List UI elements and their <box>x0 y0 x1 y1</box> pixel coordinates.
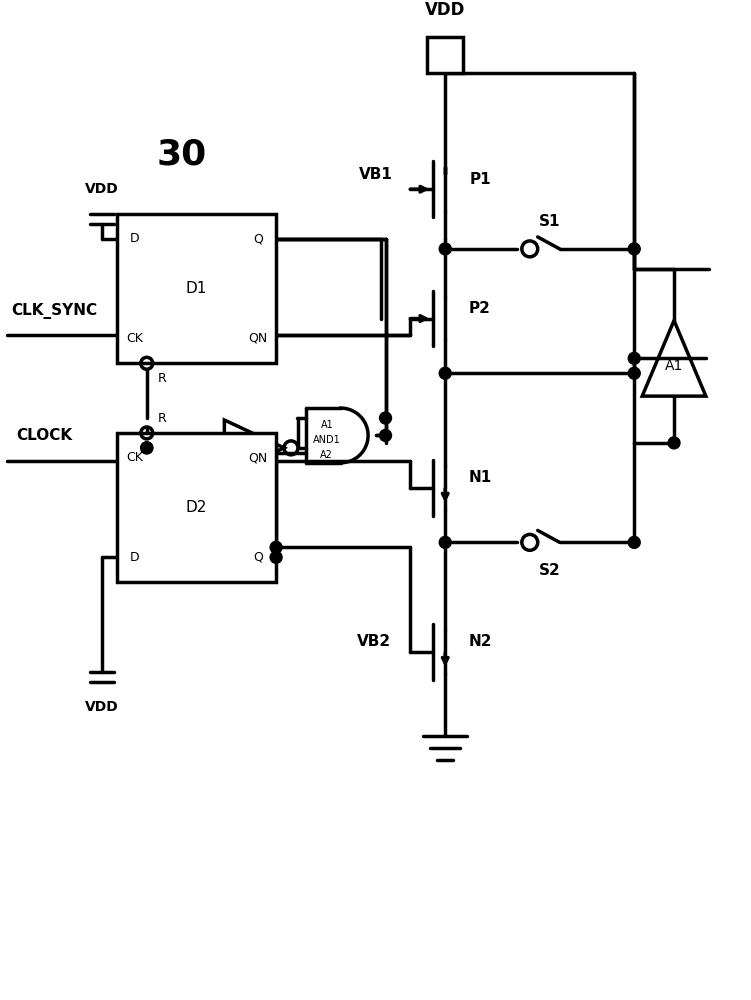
Text: QN: QN <box>249 451 268 464</box>
Text: VDD: VDD <box>425 1 466 19</box>
Circle shape <box>439 367 451 379</box>
Text: VB2: VB2 <box>357 634 391 649</box>
Text: CLOCK: CLOCK <box>17 428 72 443</box>
Circle shape <box>629 352 640 364</box>
Bar <box>117 433 276 582</box>
Text: QN: QN <box>249 332 268 345</box>
Text: D: D <box>130 232 140 245</box>
Text: Q: Q <box>253 232 263 245</box>
Circle shape <box>270 551 282 563</box>
Text: P2: P2 <box>469 301 491 316</box>
Text: A1: A1 <box>321 420 333 430</box>
Circle shape <box>379 412 391 424</box>
Text: CLK_SYNC: CLK_SYNC <box>11 303 98 319</box>
Circle shape <box>439 536 451 548</box>
Circle shape <box>140 442 152 454</box>
Text: VB1: VB1 <box>359 167 393 182</box>
Circle shape <box>629 536 640 548</box>
Text: N1: N1 <box>469 470 492 485</box>
Bar <box>427 37 463 73</box>
Circle shape <box>270 541 282 553</box>
Text: CK: CK <box>126 451 143 464</box>
Text: D2: D2 <box>185 500 207 515</box>
Bar <box>117 214 276 363</box>
Text: D1: D1 <box>185 281 207 296</box>
Text: P1: P1 <box>469 172 491 187</box>
Circle shape <box>668 437 680 449</box>
Text: VDD: VDD <box>85 700 119 714</box>
Circle shape <box>379 429 391 441</box>
Text: A1: A1 <box>665 359 683 373</box>
Text: R: R <box>157 372 166 385</box>
Text: D: D <box>130 551 140 564</box>
Text: S1: S1 <box>539 214 560 229</box>
Text: R: R <box>157 412 166 425</box>
Text: 30: 30 <box>156 137 207 171</box>
Text: VDD: VDD <box>85 182 119 196</box>
Text: S2: S2 <box>538 563 560 578</box>
Text: AND1: AND1 <box>313 435 341 445</box>
Text: CK: CK <box>126 332 143 345</box>
Text: INV1: INV1 <box>238 443 264 453</box>
Text: Q: Q <box>253 551 263 564</box>
Circle shape <box>629 243 640 255</box>
Circle shape <box>629 367 640 379</box>
Circle shape <box>439 243 451 255</box>
Text: N2: N2 <box>469 634 492 649</box>
Circle shape <box>140 442 152 454</box>
Text: A2: A2 <box>321 450 333 460</box>
